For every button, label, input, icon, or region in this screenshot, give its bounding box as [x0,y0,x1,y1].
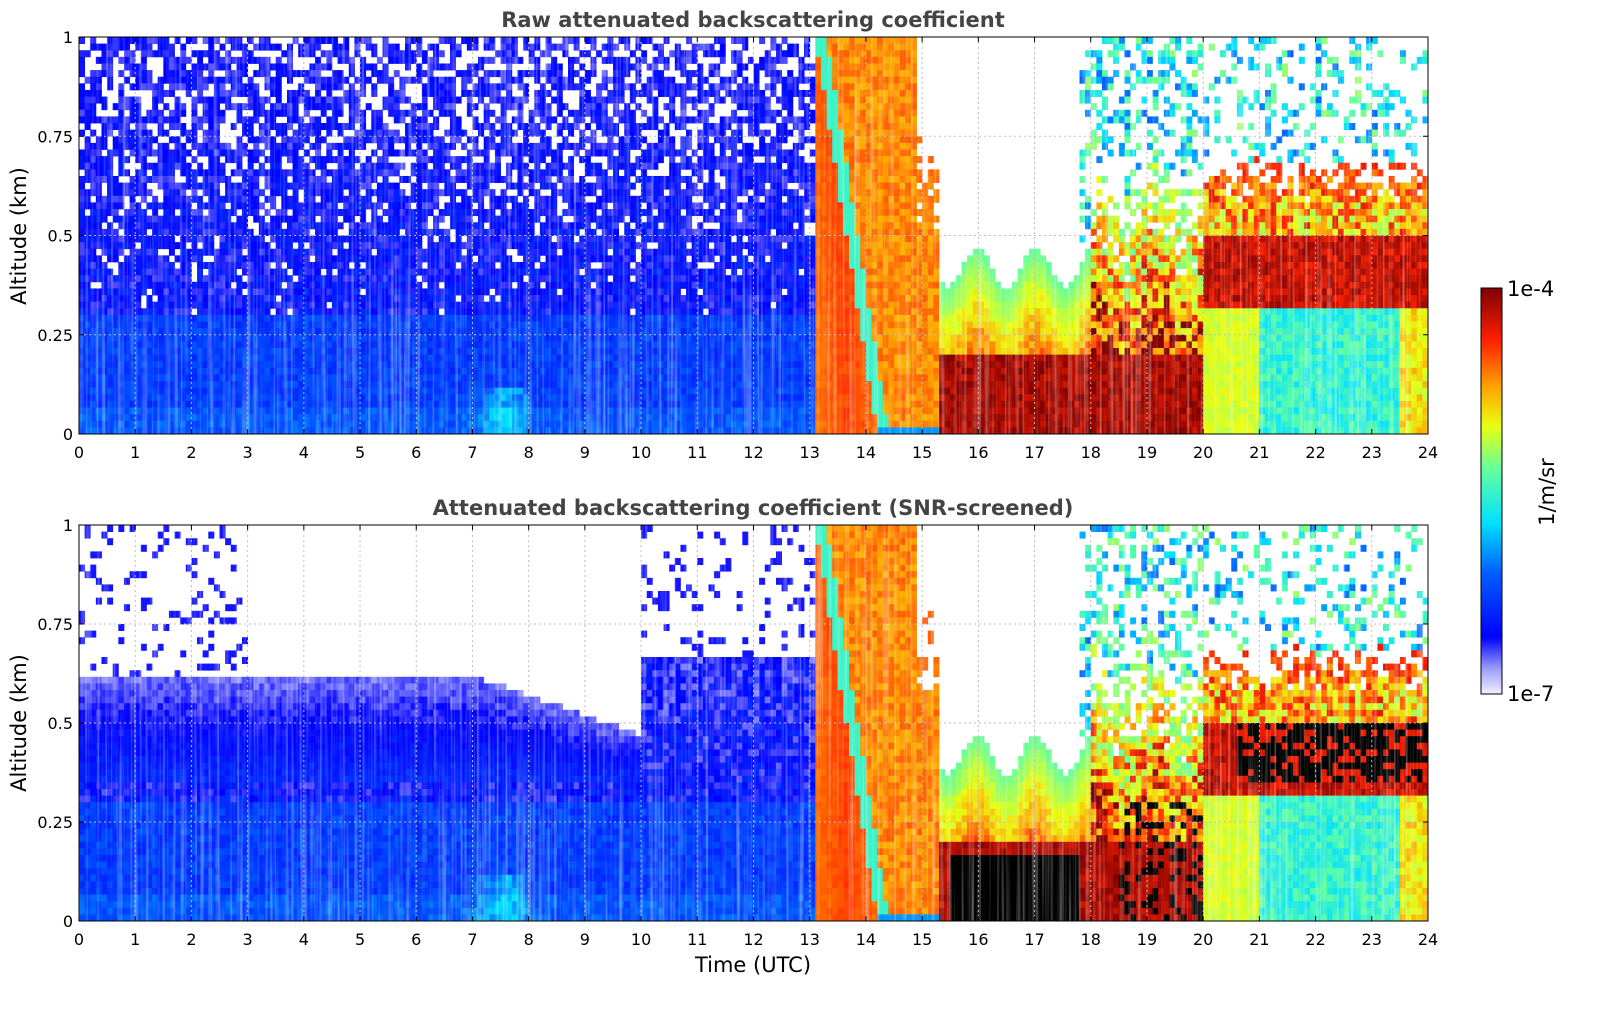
panel-raw: Raw attenuated backscattering coefficien… [7,8,1438,462]
panel-raw-title: Raw attenuated backscattering coefficien… [501,8,1005,32]
